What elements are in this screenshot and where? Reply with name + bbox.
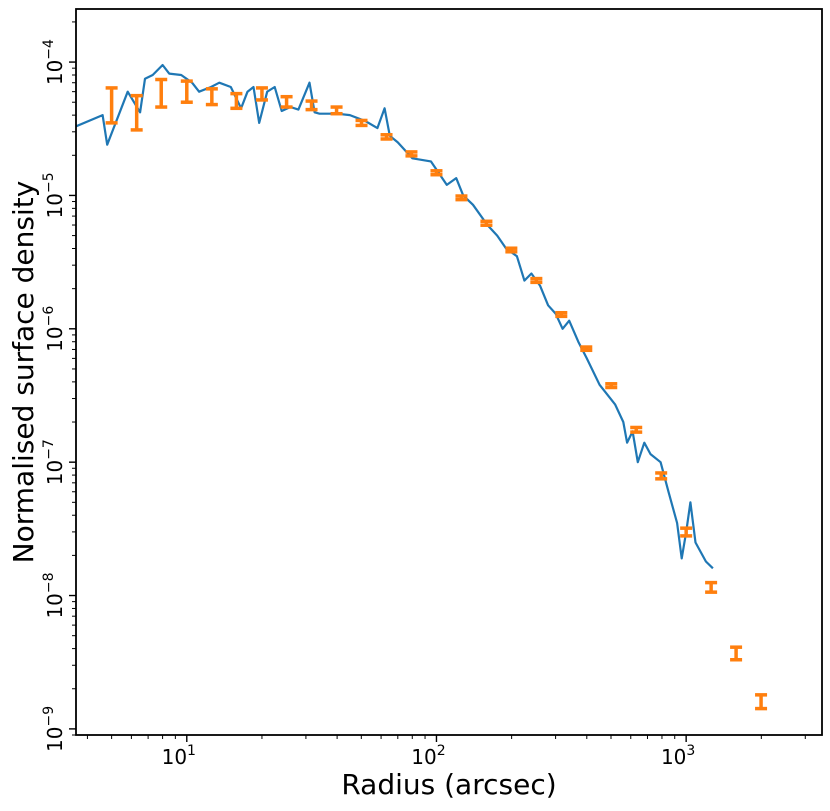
x-tick-label: 103 — [661, 743, 695, 769]
y-axis-ticks: 10−9 10−8 10−7 10−6 10−5 10−4 — [41, 21, 76, 752]
errorbar-point — [380, 133, 393, 141]
x-tick-label: 101 — [162, 743, 196, 769]
errorbar-point — [705, 580, 718, 594]
errorbar-point — [355, 118, 368, 128]
errorbar-point — [230, 91, 243, 111]
y-tick-label: 10−5 — [41, 172, 67, 218]
errorbar-point — [555, 310, 568, 319]
errorbar-point — [655, 471, 668, 481]
errorbar-point — [530, 276, 543, 285]
errorbar-point — [455, 194, 468, 202]
errorbar-point — [605, 382, 618, 390]
errorbar-point — [205, 87, 218, 107]
y-tick-label: 10−4 — [41, 39, 67, 85]
errorbar-point — [630, 425, 643, 434]
x-axis-ticks: 101 102 103 — [86, 735, 806, 769]
errorbar-point — [105, 86, 118, 125]
errorbar-point — [280, 94, 293, 109]
errorbar-point — [580, 345, 593, 353]
errorbar-point — [680, 526, 693, 538]
errorbar-point — [330, 105, 343, 116]
errorbar-point — [155, 77, 168, 109]
errorbar-point — [430, 169, 443, 177]
y-tick-label: 10−7 — [41, 439, 67, 485]
errorbar-point — [130, 93, 143, 132]
errorbar-point — [255, 86, 268, 102]
errorbar-point — [730, 645, 743, 662]
y-tick-label: 10−6 — [41, 306, 67, 352]
x-tick-label: 102 — [411, 743, 445, 769]
series-group — [76, 63, 768, 711]
y-axis-label: Normalised surface density — [7, 181, 40, 564]
errorbar-point — [480, 219, 493, 227]
errorbar-point — [755, 693, 768, 711]
errorbar-point — [180, 79, 193, 104]
errorbar-point — [405, 150, 418, 158]
axes-frame — [75, 8, 823, 736]
y-tick-label: 10−8 — [41, 572, 67, 618]
errorbar-point — [305, 99, 318, 112]
errorbar-point — [505, 246, 518, 254]
model-line — [76, 63, 714, 570]
plot-area — [76, 63, 768, 711]
y-tick-label: 10−9 — [41, 706, 67, 752]
x-axis-label: Radius (arcsec) — [341, 768, 556, 801]
